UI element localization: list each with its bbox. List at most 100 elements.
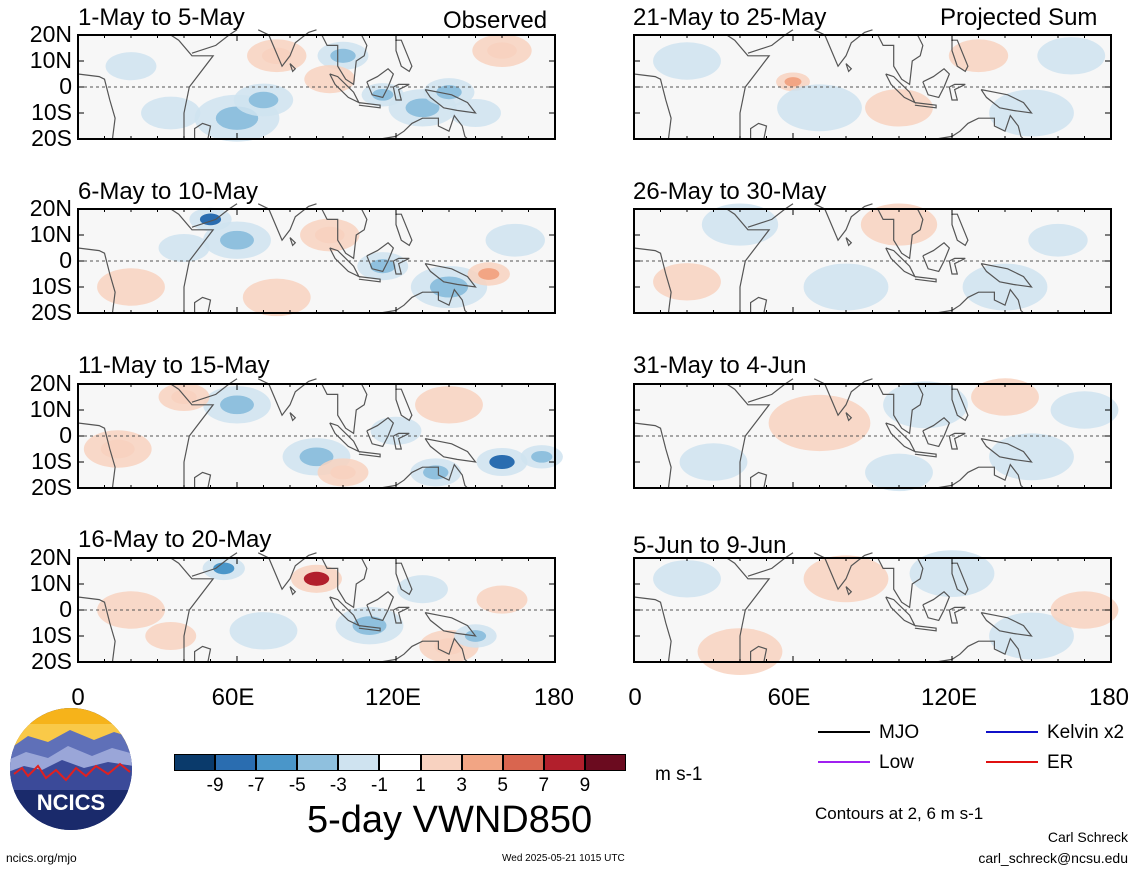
x-tick-right-0: 0 [628, 684, 642, 711]
coastline [321, 34, 368, 86]
field-anomaly [485, 223, 545, 257]
field-anomaly [679, 443, 748, 481]
map-panel-right-4 [633, 550, 1119, 675]
y-tick-label: 10N [29, 47, 72, 73]
y-tick-label: 10S [31, 448, 72, 474]
coastline [749, 122, 768, 140]
coastline [380, 637, 468, 663]
coastline [191, 552, 238, 577]
coastline [980, 263, 1033, 288]
coastline [922, 242, 951, 273]
coastline [633, 422, 672, 489]
coastline [633, 73, 672, 140]
coastline [936, 288, 1024, 314]
coastline [77, 73, 116, 140]
colorbar-label: 1 [415, 775, 426, 796]
coastline [395, 562, 413, 596]
y-tick-label: 10N [29, 221, 72, 247]
y-tick-label: 20N [29, 370, 72, 396]
colorbar-swatch [461, 754, 503, 771]
y-tick-label: 10S [31, 99, 72, 125]
y-tick-label: 20S [31, 474, 72, 500]
colorbar-swatch [543, 754, 585, 771]
coastline [170, 34, 215, 139]
coastline [395, 39, 413, 73]
x-tick-left-60e: 60E [211, 684, 255, 711]
colorbar-swatch [420, 754, 462, 771]
footer-email: carl_schreck@ncsu.edu [978, 850, 1128, 866]
field-anomaly-core [303, 571, 330, 586]
coastline [922, 591, 951, 622]
coastline [193, 471, 212, 489]
coastline [845, 586, 853, 596]
field-anomaly-core [405, 98, 440, 118]
field-anomaly-core [531, 450, 553, 463]
coastline [845, 412, 853, 422]
coastline [951, 388, 969, 422]
legend-line-low [818, 761, 870, 763]
coastline [914, 451, 937, 458]
y-tick-label: 0 [59, 73, 72, 99]
y-tick-label: 20S [31, 648, 72, 674]
coastline [633, 247, 672, 314]
field-anomaly-core [489, 454, 515, 470]
field-anomaly [653, 42, 721, 80]
y-tick-label: 10N [29, 396, 72, 422]
coastline [77, 596, 116, 663]
coastline [951, 213, 969, 247]
coastline [191, 378, 238, 403]
panel-title-right-3: 31-May to 4-Jun [633, 352, 807, 379]
panel-title-left-3: 11-May to 15-May [78, 352, 270, 379]
coastline [951, 562, 969, 596]
map-panel-left-3 [77, 378, 563, 489]
panel-title-left-4: 16-May to 20-May [78, 526, 272, 553]
colorbar-swatch [379, 754, 421, 771]
legend-line-mjo [818, 731, 870, 733]
field-anomaly-core [423, 465, 449, 480]
coastline [747, 203, 794, 228]
field-anomaly-core [436, 85, 462, 100]
field-anomaly [962, 263, 1048, 311]
coastline [358, 102, 381, 109]
field-anomaly-core [330, 465, 356, 480]
colorbar-swatch [256, 754, 298, 771]
coastline [193, 296, 212, 314]
coastline [948, 83, 966, 101]
coastline [726, 34, 771, 139]
x-tick-left-0: 0 [71, 684, 85, 711]
colorbar-swatch [215, 754, 257, 771]
coastline [936, 637, 1024, 663]
coastline [380, 288, 468, 314]
coastline [289, 586, 297, 596]
field-anomaly [948, 39, 1009, 73]
coastline [289, 237, 297, 247]
coastline [392, 83, 410, 101]
field-anomaly-core [478, 268, 500, 280]
coastline [877, 383, 924, 435]
field-anomaly [701, 203, 779, 246]
field-anomaly [1028, 223, 1088, 257]
coastline [191, 203, 238, 228]
field-anomaly [370, 416, 422, 445]
field-anomaly-core [100, 439, 135, 459]
footer-url[interactable]: ncics.org/mjo [6, 851, 77, 865]
colorbar-label: -9 [206, 775, 224, 796]
coastline [395, 388, 413, 422]
coastline [922, 417, 951, 448]
field-anomaly [865, 89, 933, 127]
y-tick-label: 10S [31, 622, 72, 648]
coastline [193, 122, 212, 140]
ncics-logo[interactable]: NCICS [8, 706, 134, 832]
map-panel-right-2 [633, 203, 1112, 314]
field-anomaly [105, 52, 157, 81]
field-anomaly [476, 585, 528, 614]
coastline [845, 237, 853, 247]
coastline [193, 645, 212, 663]
field-anomaly [653, 560, 721, 598]
field-anomaly [803, 263, 889, 311]
field-anomaly [883, 381, 968, 429]
coastline [726, 383, 771, 488]
coastline [877, 208, 924, 260]
field-anomaly [653, 263, 721, 301]
field-anomaly-core [213, 562, 235, 575]
